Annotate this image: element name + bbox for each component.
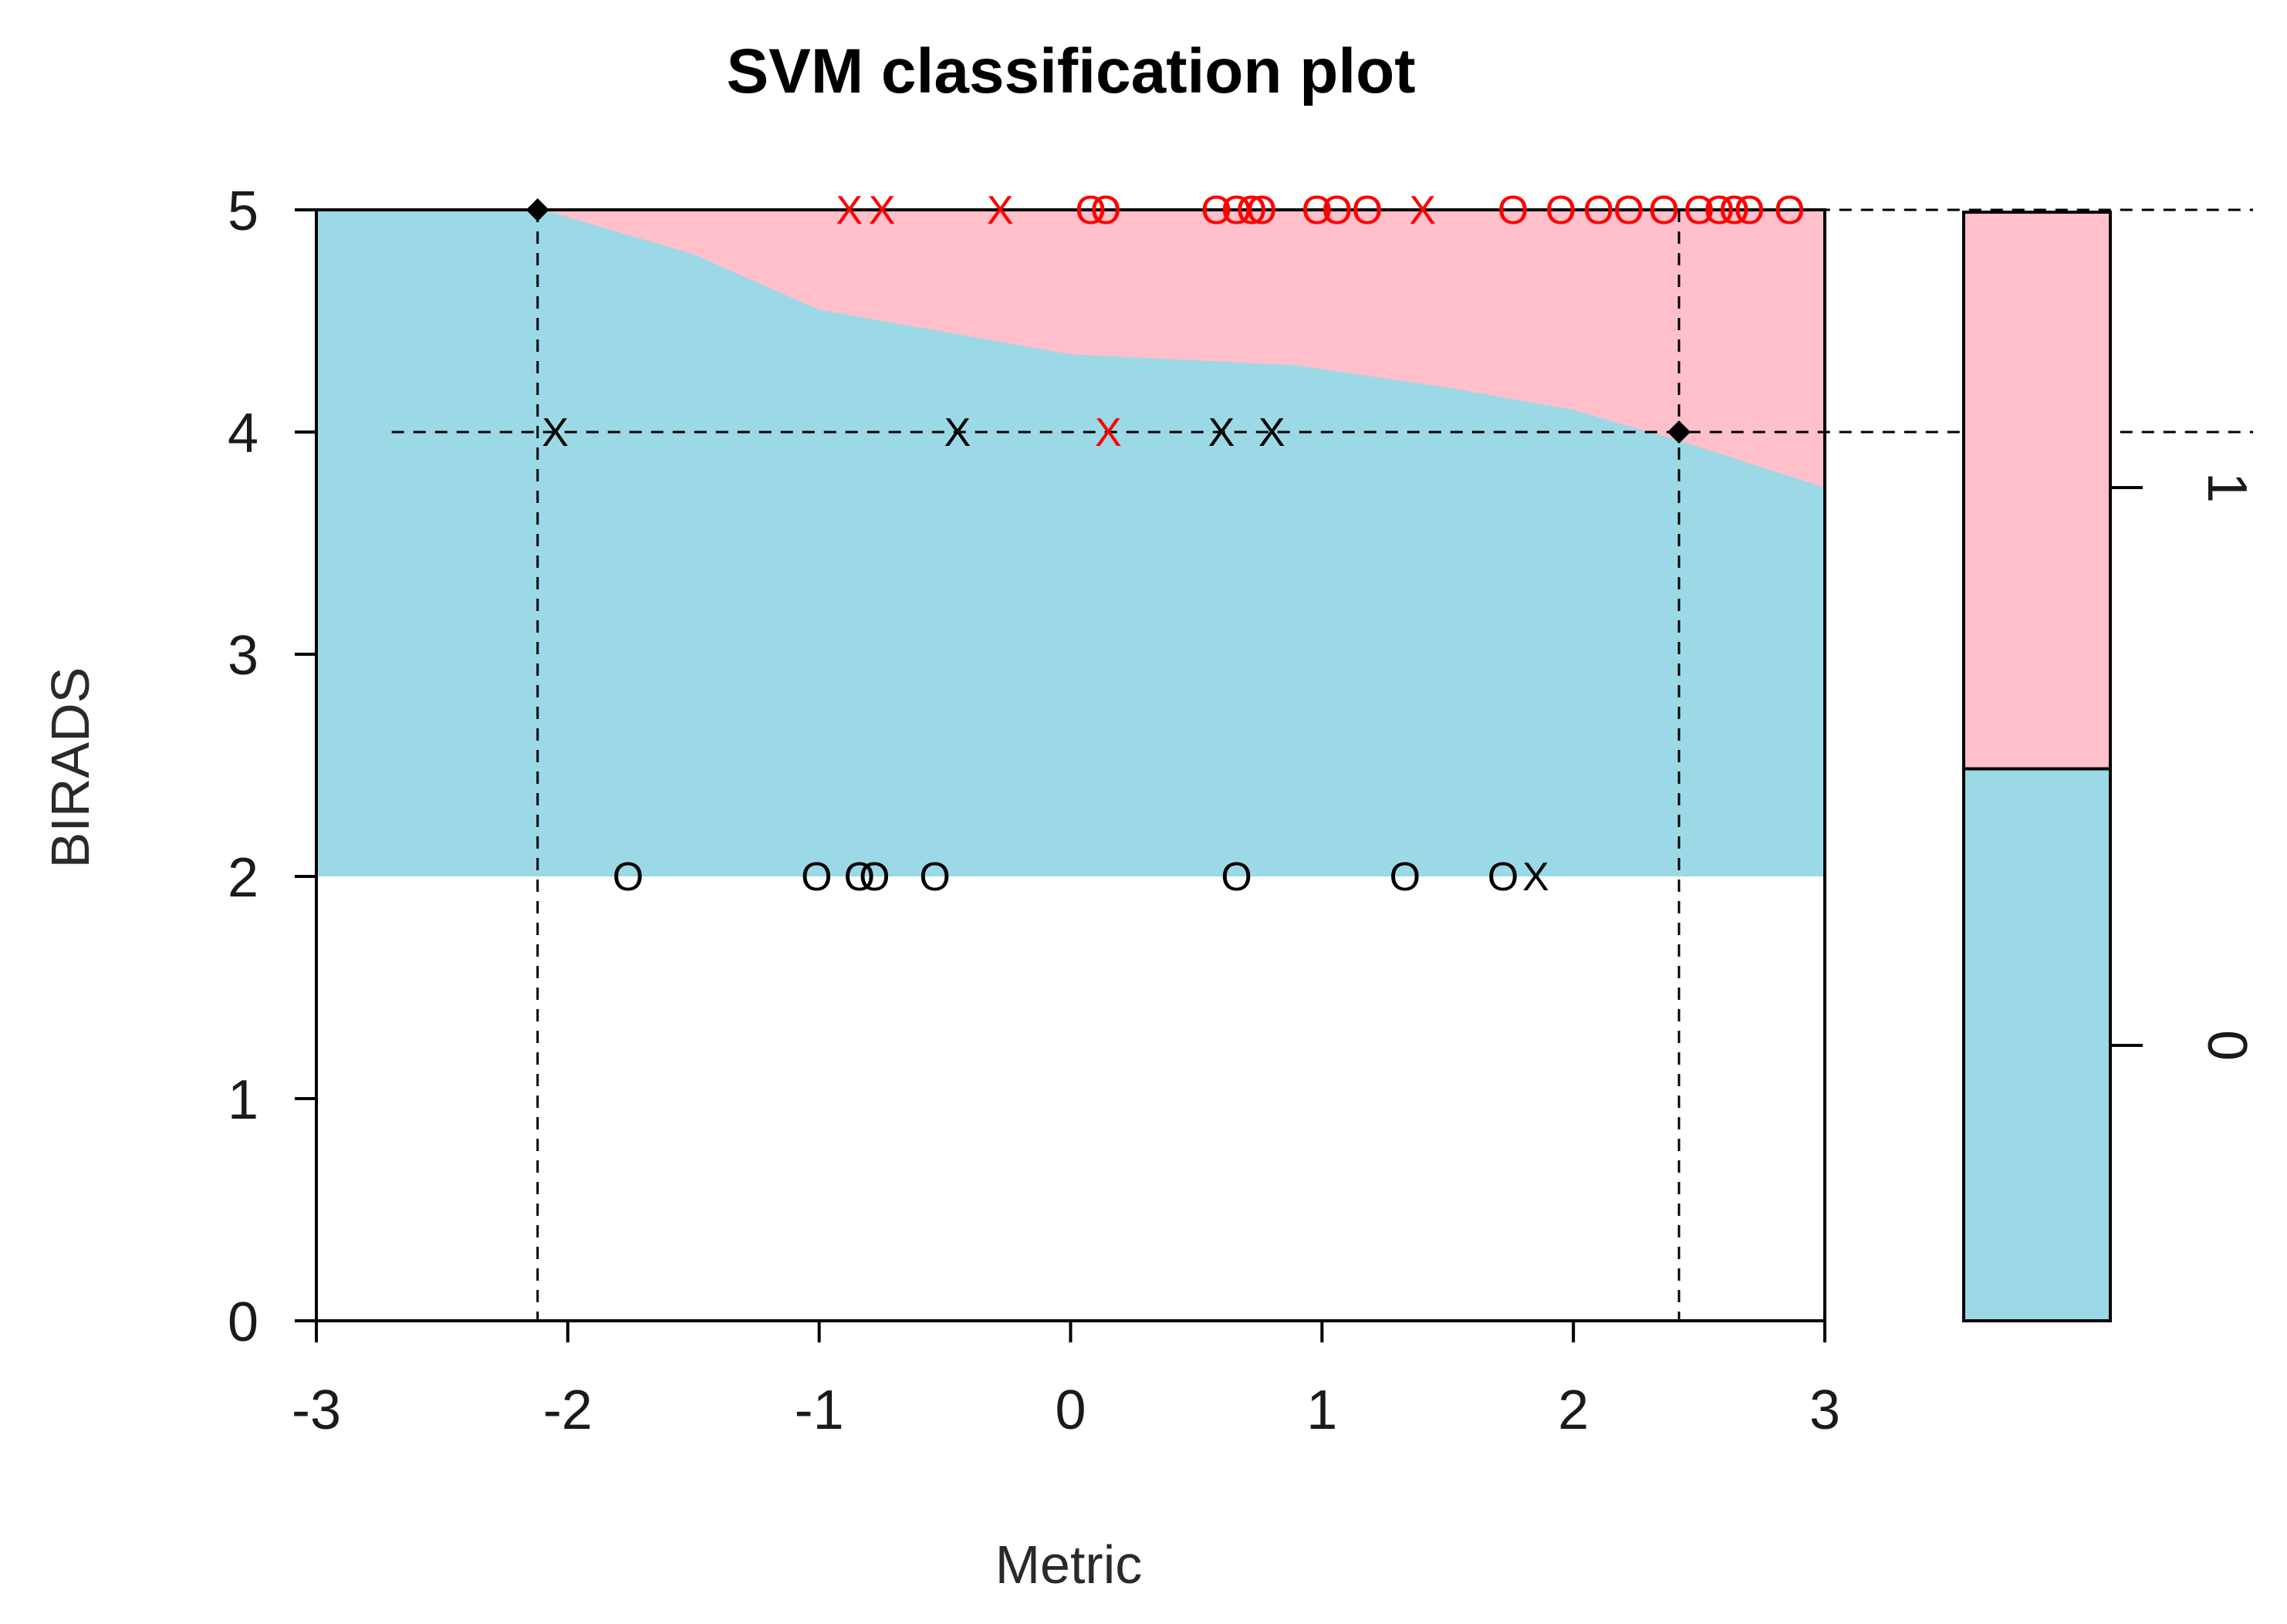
data-point: O — [1498, 188, 1529, 233]
x-tick-label: 3 — [1809, 1379, 1840, 1441]
data-point: O — [1613, 188, 1644, 233]
legend-swatch-class-1 — [1964, 212, 2110, 769]
data-point: O — [1704, 188, 1735, 233]
highlighted-point — [1667, 420, 1691, 444]
region-class-1 — [542, 210, 1825, 488]
x-axis-label: Metric — [995, 1535, 1143, 1595]
y-tick-label: 5 — [228, 181, 258, 242]
data-point: X — [1208, 410, 1235, 455]
legend-label: 0 — [2196, 1030, 2258, 1061]
y-tick-label: 1 — [228, 1069, 258, 1131]
y-tick-label: 2 — [228, 847, 258, 909]
data-point: O — [1302, 188, 1333, 233]
chart-title: SVM classification plot — [726, 36, 1415, 106]
data-point: O — [1236, 188, 1267, 233]
x-tick-label: -2 — [543, 1379, 593, 1441]
data-point: O — [1075, 188, 1106, 233]
data-point: X — [1522, 855, 1549, 900]
data-point: X — [1258, 410, 1285, 455]
legend-label: 1 — [2196, 472, 2258, 503]
data-point: O — [1221, 855, 1252, 900]
x-tick-label: 0 — [1055, 1379, 1086, 1441]
data-point: O — [1684, 188, 1714, 233]
data-point: O — [1322, 188, 1353, 233]
data-point: O — [1246, 188, 1277, 233]
x-tick-label: 2 — [1558, 1379, 1589, 1441]
data-point: O — [1201, 188, 1231, 233]
data-point: X — [542, 410, 569, 455]
data-point: O — [1734, 188, 1765, 233]
data-point: O — [1488, 855, 1518, 900]
data-point: O — [1774, 188, 1805, 233]
data-point: O — [801, 855, 832, 900]
data-point: O — [1221, 188, 1252, 233]
data-point: O — [1545, 188, 1576, 233]
data-point: O — [1583, 188, 1614, 233]
y-tick-label: 4 — [228, 403, 258, 464]
data-point: O — [919, 855, 950, 900]
data-point: O — [1352, 188, 1383, 233]
data-point: O — [1648, 188, 1679, 233]
data-point: O — [859, 855, 890, 900]
data-point: X — [869, 188, 896, 233]
data-point: O — [613, 855, 644, 900]
legend-swatch-class-0 — [1964, 768, 2110, 1321]
data-point: X — [836, 188, 863, 233]
legend-border — [1962, 211, 2112, 1322]
y-tick-label: 0 — [228, 1291, 258, 1353]
data-point: X — [1095, 410, 1122, 455]
data-point: X — [944, 410, 971, 455]
data-point: X — [987, 188, 1014, 233]
x-tick-label: -3 — [292, 1379, 341, 1441]
y-tick-label: 3 — [228, 625, 258, 687]
data-point: O — [844, 855, 875, 900]
highlighted-point — [525, 198, 549, 221]
x-tick-label: 1 — [1306, 1379, 1337, 1441]
data-point: O — [1718, 188, 1749, 233]
y-axis-label: BIRADS — [40, 667, 100, 869]
data-point: X — [1409, 188, 1436, 233]
x-tick-label: -1 — [795, 1379, 844, 1441]
data-point: O — [1090, 188, 1121, 233]
data-point: O — [1390, 855, 1421, 900]
color-legend: 01 — [1962, 211, 2258, 1322]
